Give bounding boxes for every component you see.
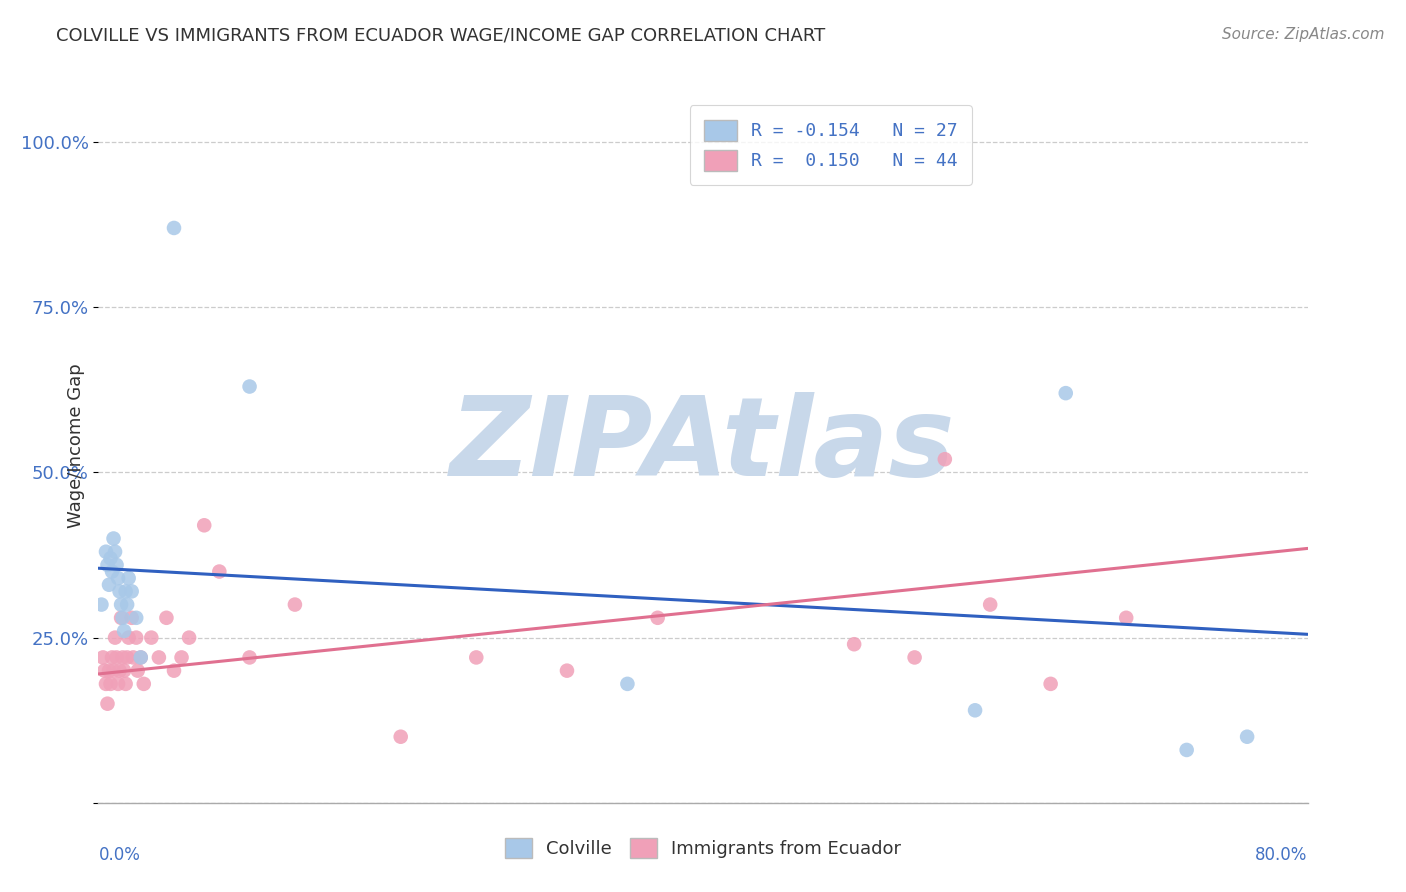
Point	[121, 584, 143, 599]
Text: Source: ZipAtlas.com: Source: ZipAtlas.com	[1222, 27, 1385, 42]
Point	[114, 677, 136, 691]
Point	[108, 664, 131, 678]
Point	[103, 664, 125, 678]
Text: COLVILLE VS IMMIGRANTS FROM ECUADOR WAGE/INCOME GAP CORRELATION CHART: COLVILLE VS IMMIGRANTS FROM ECUADOR WAGE…	[56, 27, 825, 45]
Point	[104, 545, 127, 559]
Point	[101, 565, 124, 579]
Point	[118, 631, 141, 645]
Point	[647, 611, 669, 625]
Point	[112, 624, 135, 638]
Text: ZIPAtlas: ZIPAtlas	[450, 392, 956, 500]
Point	[115, 598, 138, 612]
Point	[129, 650, 152, 665]
Point	[284, 598, 307, 612]
Point	[129, 650, 152, 665]
Point	[108, 584, 131, 599]
Point	[96, 697, 118, 711]
Point	[904, 650, 927, 665]
Point	[155, 611, 177, 625]
Point	[179, 631, 201, 645]
Point	[239, 650, 262, 665]
Point	[96, 558, 118, 572]
Point	[1236, 730, 1258, 744]
Point	[103, 532, 125, 546]
Point	[112, 664, 135, 678]
Point	[91, 650, 114, 665]
Point	[148, 650, 170, 665]
Point	[107, 677, 129, 691]
Point	[98, 578, 121, 592]
Point	[1039, 677, 1062, 691]
Point	[93, 664, 115, 678]
Point	[107, 571, 129, 585]
Point	[122, 650, 145, 665]
Point	[110, 598, 132, 612]
Point	[121, 611, 143, 625]
Point	[125, 611, 148, 625]
Point	[100, 551, 122, 566]
Point	[115, 650, 138, 665]
Point	[94, 545, 117, 559]
Point	[104, 631, 127, 645]
Point	[979, 598, 1001, 612]
Point	[616, 677, 638, 691]
Text: 80.0%: 80.0%	[1256, 846, 1308, 863]
Point	[114, 584, 136, 599]
Point	[170, 650, 193, 665]
Point	[100, 677, 122, 691]
Point	[125, 631, 148, 645]
Point	[94, 677, 117, 691]
Point	[208, 565, 231, 579]
Point	[465, 650, 488, 665]
Point	[239, 379, 262, 393]
Legend: Colville, Immigrants from Ecuador: Colville, Immigrants from Ecuador	[498, 830, 908, 865]
Point	[555, 664, 578, 678]
Point	[111, 650, 134, 665]
Point	[844, 637, 866, 651]
Point	[105, 558, 128, 572]
Point	[965, 703, 987, 717]
Point	[101, 650, 124, 665]
Point	[389, 730, 412, 744]
Point	[193, 518, 215, 533]
Point	[118, 571, 141, 585]
Point	[163, 664, 186, 678]
Point	[127, 664, 149, 678]
Point	[163, 221, 186, 235]
Point	[934, 452, 956, 467]
Point	[1054, 386, 1077, 401]
Y-axis label: Wage/Income Gap: Wage/Income Gap	[66, 364, 84, 528]
Text: 0.0%: 0.0%	[98, 846, 141, 863]
Point	[105, 650, 128, 665]
Point	[132, 677, 155, 691]
Point	[1115, 611, 1137, 625]
Point	[141, 631, 163, 645]
Point	[98, 664, 121, 678]
Point	[1175, 743, 1198, 757]
Point	[111, 611, 134, 625]
Point	[110, 611, 132, 625]
Point	[90, 598, 112, 612]
